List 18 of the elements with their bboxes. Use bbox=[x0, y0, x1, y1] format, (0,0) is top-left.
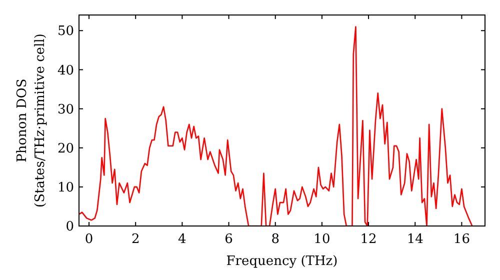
x-tick-label: 6 bbox=[224, 232, 233, 247]
x-tick-label: 0 bbox=[84, 232, 94, 247]
x-tick-label: 4 bbox=[178, 232, 186, 247]
y-tick-label: 10 bbox=[57, 180, 74, 196]
x-tick-label: 14 bbox=[406, 232, 424, 247]
y-tick-label: 20 bbox=[57, 141, 74, 156]
x-tick-label: 2 bbox=[131, 232, 140, 247]
y-tick-label: 0 bbox=[66, 220, 74, 235]
y-tick-label: 30 bbox=[57, 102, 74, 118]
x-tick-label: 10 bbox=[314, 232, 330, 247]
line-series bbox=[79, 26, 473, 226]
y-axis-title: Phonon DOS (States/THz·primitive cell) bbox=[15, 33, 48, 208]
y-tick-label: 50 bbox=[57, 24, 74, 40]
x-tick-label: 8 bbox=[271, 232, 280, 247]
x-tick-label: 12 bbox=[360, 232, 377, 247]
x-axis-title: Frequency (THz) bbox=[226, 254, 338, 269]
x-tick-label: 16 bbox=[453, 232, 470, 247]
y-tick-label: 40 bbox=[57, 63, 74, 78]
